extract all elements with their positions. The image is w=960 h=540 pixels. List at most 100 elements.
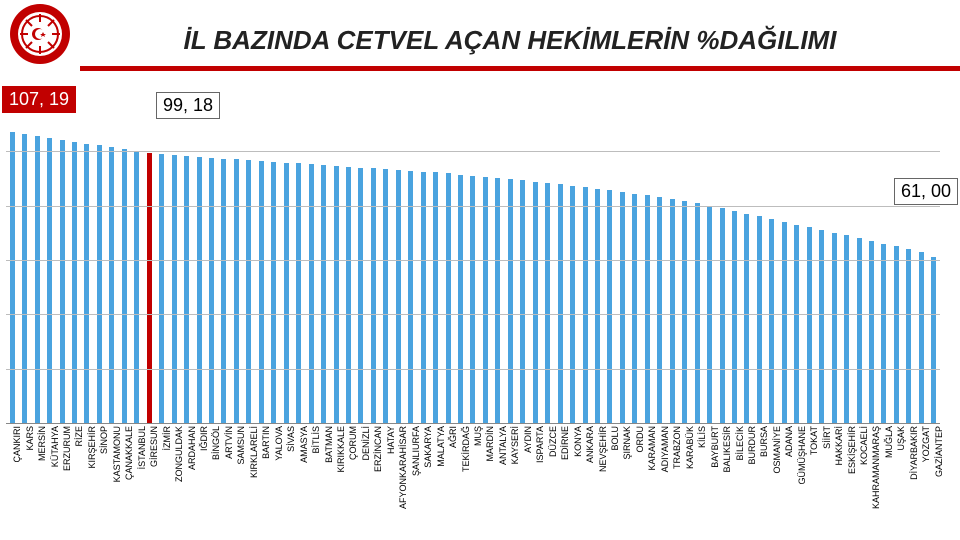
- bar-slot: [903, 124, 915, 423]
- bar: [246, 160, 251, 423]
- bar: [670, 199, 675, 423]
- bar-slot: [529, 124, 541, 423]
- bar: [209, 158, 214, 423]
- xlabel-slot: GAZİANTEP: [928, 424, 940, 534]
- bar: [869, 241, 874, 423]
- bar-slot: [492, 124, 504, 423]
- xlabel-slot: ADANA: [778, 424, 790, 534]
- bar: [334, 166, 339, 423]
- bar: [321, 165, 326, 423]
- bar-slot: [18, 124, 30, 423]
- bar: [421, 172, 426, 423]
- bar-slot: [168, 124, 180, 423]
- xlabel-slot: ESKİŞEHİR: [840, 424, 852, 534]
- bar-slot: [405, 124, 417, 423]
- xlabel-slot: AMASYA: [292, 424, 304, 534]
- xlabel-slot: BARTIN: [255, 424, 267, 534]
- bar: [259, 161, 264, 423]
- bar-slot: [591, 124, 603, 423]
- gridline: [6, 369, 940, 370]
- bar: [558, 184, 563, 423]
- bar-slot: [43, 124, 55, 423]
- bar: [732, 211, 737, 423]
- bar-slot: [791, 124, 803, 423]
- bar: [595, 189, 600, 423]
- bar: [695, 203, 700, 423]
- bar-slot: [268, 124, 280, 423]
- bar: [632, 194, 637, 423]
- bar-slot: [143, 124, 155, 423]
- xlabel-slot: SİİRT: [815, 424, 827, 534]
- bar-slot: [666, 124, 678, 423]
- xlabel-slot: KÜTAHYA: [43, 424, 55, 534]
- bar-slot: [853, 124, 865, 423]
- bar: [570, 186, 575, 423]
- bar-slot: [504, 124, 516, 423]
- bar: [583, 187, 588, 423]
- bar: [147, 153, 152, 423]
- bar: [794, 225, 799, 423]
- xlabel-slot: ŞANLIURFA: [405, 424, 417, 534]
- bar: [458, 175, 463, 423]
- xlabel: GAZİANTEP: [934, 426, 944, 477]
- xlabel-slot: AFYONKARAHİSAR: [392, 424, 404, 534]
- bar-slot: [467, 124, 479, 423]
- bar-slot: [878, 124, 890, 423]
- bar-slot: [317, 124, 329, 423]
- xlabel-slot: KARAMAN: [641, 424, 653, 534]
- xlabel-slot: EDİRNE: [554, 424, 566, 534]
- bar-slot: [118, 124, 130, 423]
- xlabel-slot: DÜZCE: [541, 424, 553, 534]
- bar: [682, 201, 687, 423]
- xlabel-slot: ARDAHAN: [180, 424, 192, 534]
- bar: [122, 149, 127, 423]
- bar: [807, 227, 812, 423]
- bar-slot: [691, 124, 703, 423]
- xlabel-slot: KONYA: [566, 424, 578, 534]
- bar: [159, 154, 164, 423]
- bar: [47, 138, 52, 423]
- bar-slot: [566, 124, 578, 423]
- xlabel-slot: IĞDIR: [193, 424, 205, 534]
- xlabel-slot: ÇORUM: [342, 424, 354, 534]
- xlabel-slot: BATMAN: [317, 424, 329, 534]
- xlabel-slot: TOKAT: [803, 424, 815, 534]
- bar: [60, 140, 65, 423]
- gridline: [6, 260, 940, 261]
- ministry-logo: [8, 2, 72, 66]
- bar-slot: [292, 124, 304, 423]
- bar-slot: [429, 124, 441, 423]
- xlabel-slot: BURSA: [753, 424, 765, 534]
- bar-slot: [93, 124, 105, 423]
- xlabel-slot: ŞIRNAK: [616, 424, 628, 534]
- bar-slot: [131, 124, 143, 423]
- bar-slot: [205, 124, 217, 423]
- bar-slot: [517, 124, 529, 423]
- bar: [645, 195, 650, 423]
- bar-slot: [193, 124, 205, 423]
- xlabel-slot: GİRESUN: [143, 424, 155, 534]
- bar: [545, 183, 550, 423]
- bar: [221, 159, 226, 423]
- bar-slot: [56, 124, 68, 423]
- bar: [520, 180, 525, 423]
- xlabel-slot: KASTAMONU: [106, 424, 118, 534]
- bar: [470, 176, 475, 423]
- xlabel-slot: KOCAELİ: [853, 424, 865, 534]
- xlabel-slot: GÜMÜŞHANE: [791, 424, 803, 534]
- bar-slot: [417, 124, 429, 423]
- bar: [309, 164, 314, 423]
- bar-slot: [629, 124, 641, 423]
- bar: [22, 134, 27, 423]
- bar-slot: [654, 124, 666, 423]
- bar-slot: [6, 124, 18, 423]
- bar: [433, 172, 438, 423]
- xlabel-slot: ÇANAKKALE: [118, 424, 130, 534]
- xlabel-slot: MUĞLA: [878, 424, 890, 534]
- gridline: [6, 206, 940, 207]
- bar: [10, 132, 15, 423]
- bar: [109, 147, 114, 423]
- bar: [832, 233, 837, 423]
- xlabel-slot: BALIKESİR: [716, 424, 728, 534]
- xlabel-slot: HATAY: [380, 424, 392, 534]
